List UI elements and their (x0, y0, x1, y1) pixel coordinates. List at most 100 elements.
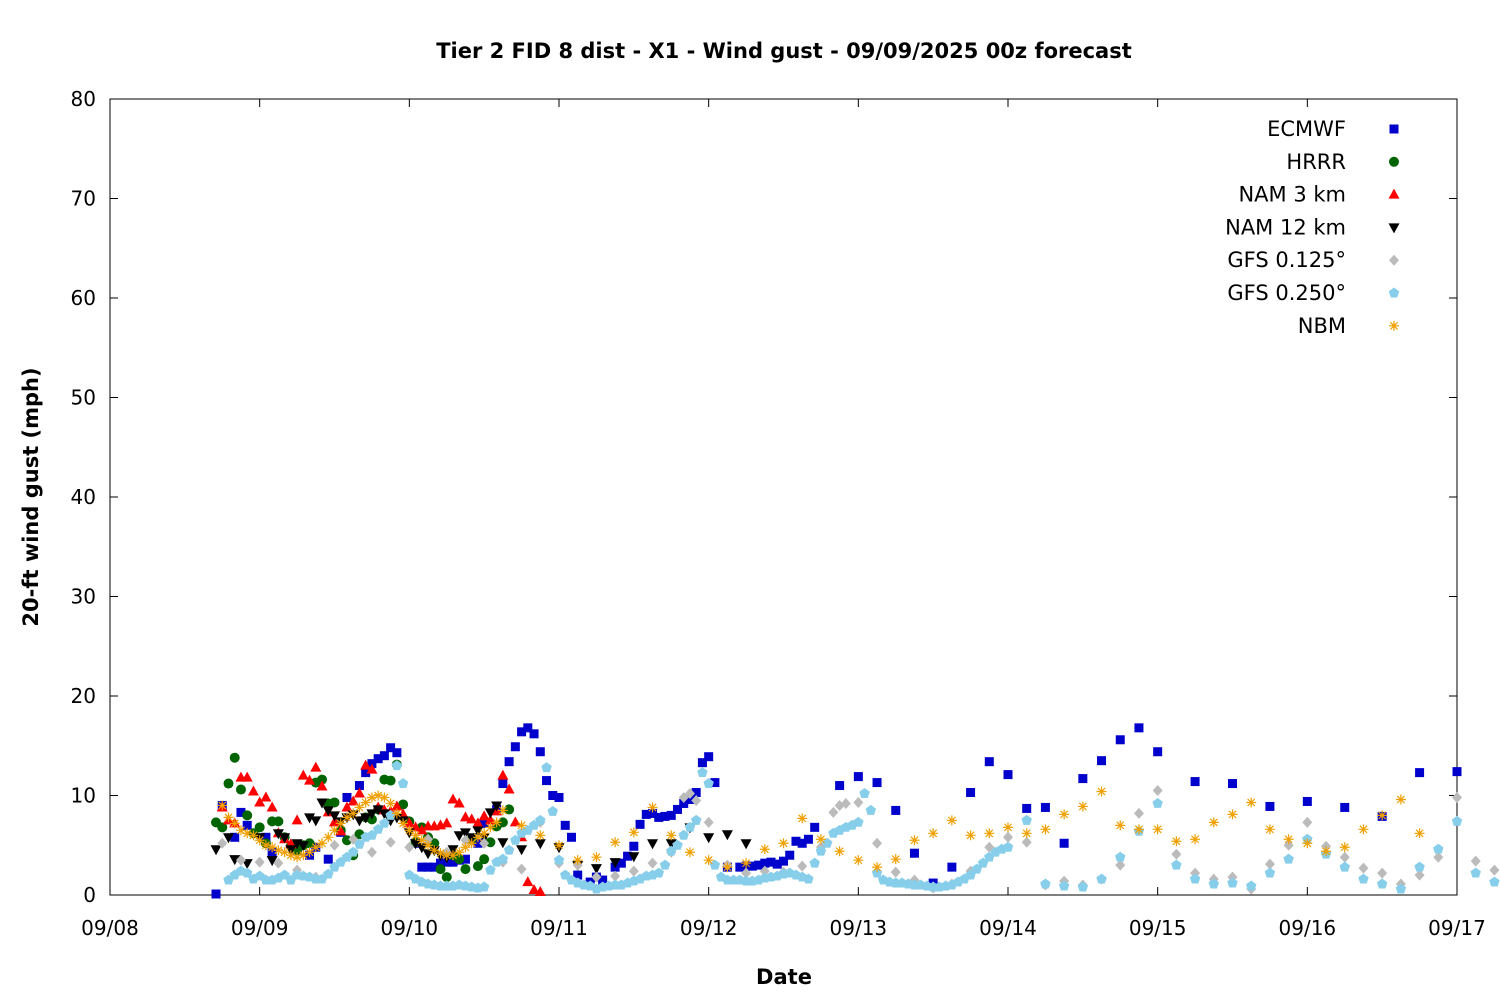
data-point (1133, 807, 1144, 819)
data-point (1395, 794, 1406, 805)
x-tick-label: 09/14 (979, 916, 1037, 940)
data-point (260, 840, 271, 851)
data-point (459, 811, 471, 822)
data-point (223, 778, 234, 789)
data-point (815, 834, 826, 845)
data-point (241, 867, 253, 878)
data-point (759, 844, 770, 855)
data-point (772, 859, 782, 869)
data-point (1377, 867, 1388, 879)
data-point (566, 832, 576, 842)
data-point (1283, 853, 1294, 864)
data-point (447, 793, 459, 804)
data-point (740, 839, 752, 850)
data-point (1321, 846, 1332, 857)
data-point (242, 828, 253, 839)
data-point (342, 792, 352, 802)
data-point (735, 862, 745, 872)
legend-label: NAM 12 km (1225, 215, 1346, 239)
data-point (1003, 831, 1013, 843)
data-point (398, 799, 409, 810)
data-point (217, 837, 228, 849)
data-point (329, 825, 340, 836)
data-point (211, 889, 221, 899)
y-tick-label: 10 (71, 784, 96, 808)
data-point (366, 763, 378, 774)
data-point (504, 804, 515, 815)
data-point (347, 795, 359, 806)
data-point (647, 839, 659, 850)
data-point (1302, 838, 1313, 849)
x-tick-label: 09/16 (1279, 916, 1337, 940)
data-point (853, 816, 864, 827)
data-point (665, 839, 677, 850)
data-point (1470, 855, 1481, 867)
data-point (304, 774, 316, 785)
legend-marker (1389, 124, 1399, 134)
data-point (1433, 843, 1444, 854)
data-point (1021, 836, 1032, 848)
data-point (828, 806, 839, 818)
data-point (379, 817, 390, 828)
data-point (616, 858, 626, 868)
data-point (459, 828, 471, 839)
data-point (573, 870, 583, 880)
x-tick-label: 09/10 (381, 916, 439, 940)
data-point (528, 884, 540, 895)
data-point (1002, 841, 1014, 852)
data-point (1078, 774, 1088, 784)
data-point (1021, 814, 1032, 825)
data-point (479, 854, 490, 865)
series-nbm (217, 786, 1425, 873)
data-point (391, 760, 403, 771)
data-point (329, 797, 340, 808)
data-point (366, 846, 377, 858)
data-point (316, 798, 328, 809)
data-point (535, 747, 545, 757)
legend-label: NAM 3 km (1238, 183, 1346, 207)
data-point (353, 816, 365, 827)
data-point (697, 767, 708, 778)
data-point (1021, 828, 1032, 839)
data-point (385, 775, 396, 786)
data-point (1376, 878, 1388, 889)
data-point (510, 742, 520, 752)
data-point (254, 822, 265, 833)
data-point (317, 774, 328, 785)
data-point (479, 818, 489, 828)
data-point (1452, 767, 1462, 777)
data-point (285, 850, 296, 861)
data-point (1227, 877, 1238, 888)
series-gfs-0-250- (223, 760, 1500, 894)
legend-marker (1389, 156, 1399, 167)
data-point (298, 850, 309, 861)
data-point (722, 862, 733, 873)
data-points (210, 723, 1500, 899)
data-point (1414, 828, 1425, 839)
legend-label: ECMWF (1267, 117, 1346, 141)
data-point (229, 818, 240, 829)
data-point (529, 729, 539, 739)
y-tick-label: 20 (71, 684, 96, 708)
data-point (710, 778, 720, 788)
legend-marker (1389, 254, 1399, 266)
y-axis-label: 20-ft wind gust (mph) (19, 367, 43, 626)
data-point (223, 812, 234, 823)
data-point (815, 845, 827, 856)
x-axis: 09/08 09/09 09/10 09/11 09/12 09/13 09/14 09/15… (81, 99, 1486, 940)
data-point (628, 827, 639, 838)
legend-label: NBM (1298, 314, 1346, 338)
data-point (984, 828, 995, 839)
data-point (1339, 861, 1350, 872)
data-point (1228, 779, 1237, 789)
data-point (628, 865, 639, 877)
data-point (429, 845, 440, 856)
data-point (542, 776, 552, 786)
data-point (460, 854, 470, 864)
data-point (1171, 836, 1182, 847)
data-point (1227, 809, 1238, 820)
data-point (760, 858, 770, 868)
data-point (609, 858, 621, 869)
data-point (766, 857, 776, 867)
